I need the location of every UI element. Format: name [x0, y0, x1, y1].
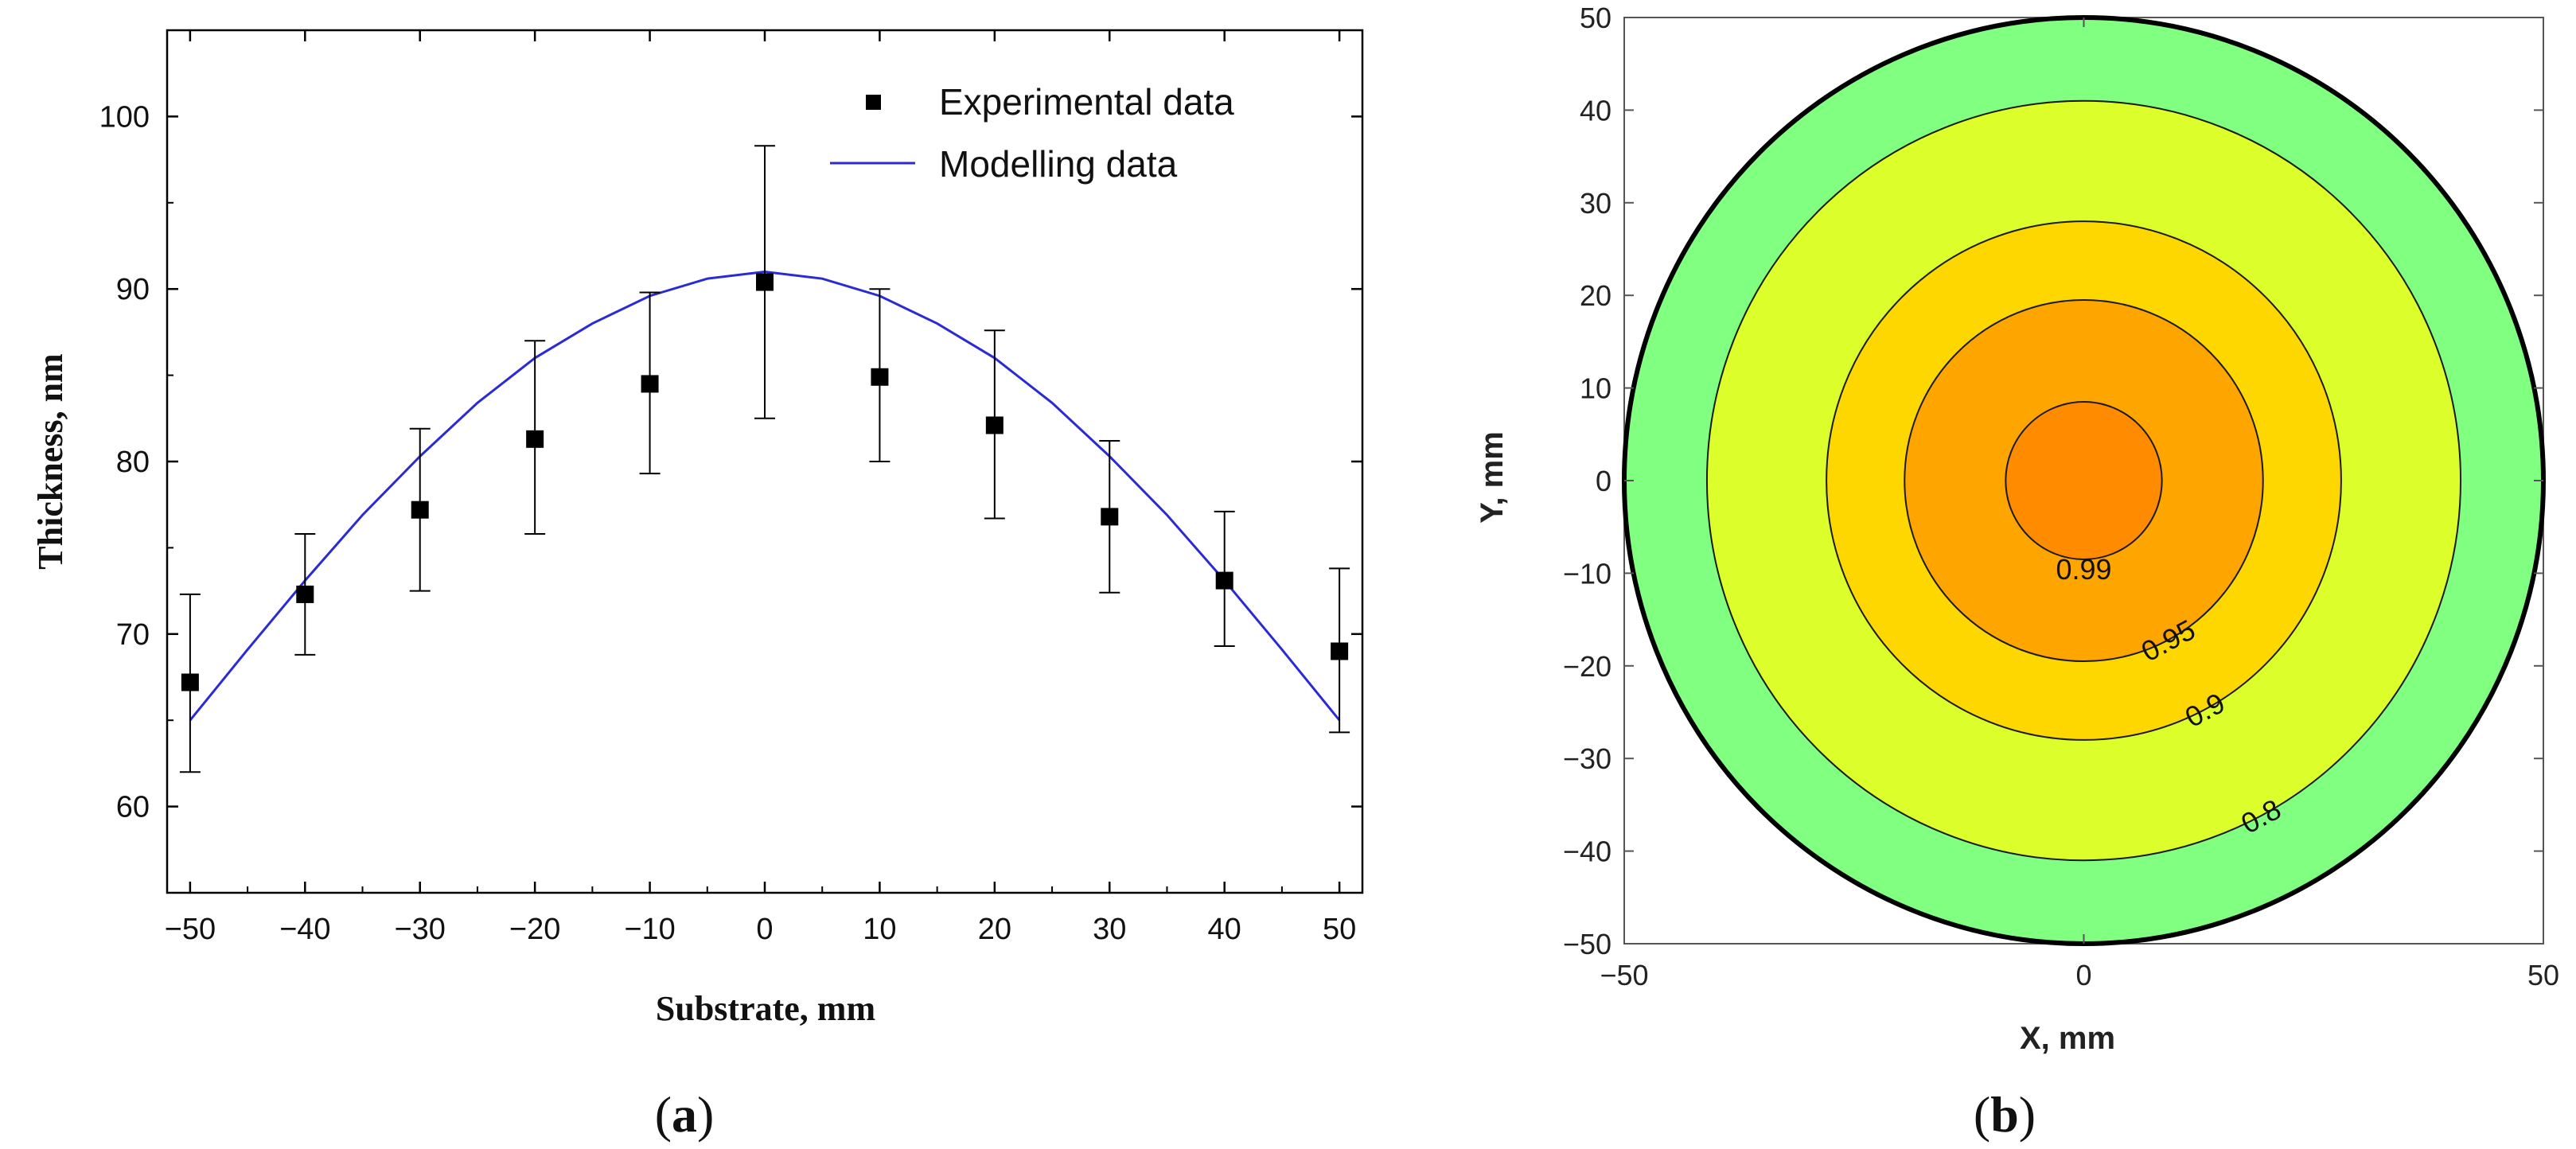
contour-bands	[1622, 15, 2546, 946]
y-tick-label: 70	[116, 618, 150, 652]
y-tick-label: 50	[1580, 2, 1611, 34]
panel-a-label: (a)	[655, 1086, 715, 1143]
experimental-point	[296, 585, 314, 603]
y-tick-label: −10	[1563, 557, 1611, 590]
contour-line	[2005, 401, 2163, 560]
x-tick-label: 50	[2527, 959, 2559, 991]
panel-b-label: (b)	[1974, 1086, 2036, 1143]
y-tick-label: −40	[1563, 835, 1611, 868]
x-tick-label: 50	[1323, 913, 1356, 946]
experimental-point	[871, 368, 889, 386]
contour-labels: 0.80.90.950.99	[2056, 553, 2286, 840]
y-tick-label: 20	[1580, 279, 1611, 312]
panel-b-x-axis-label: X, mm	[2020, 1021, 2115, 1056]
legend-marker-experimental	[866, 95, 881, 110]
y-tick-label: 30	[1580, 187, 1611, 220]
experimental-point	[1331, 642, 1349, 660]
experimental-point	[181, 673, 199, 691]
contour-level-label: 0.99	[2056, 553, 2111, 586]
x-tick-label: 20	[978, 913, 1011, 946]
panel-a-y-axis-label: Thickness, nm	[31, 353, 70, 569]
experimental-data-series	[179, 145, 1350, 773]
panel-a-label-letter: a	[672, 1086, 697, 1143]
x-tick-label: −20	[509, 913, 560, 946]
x-tick-label: 40	[1208, 913, 1241, 946]
x-tick-label: −50	[1600, 959, 1648, 991]
y-tick-label: −50	[1563, 928, 1611, 960]
x-tick-label: −40	[279, 913, 330, 946]
panel-b-y-axis-label: Y, mm	[1475, 431, 1510, 524]
panel-b-label-letter: b	[1990, 1086, 2019, 1143]
y-tick-label: 80	[116, 446, 150, 479]
x-tick-label: 0	[756, 913, 773, 946]
experimental-point	[641, 375, 659, 393]
x-tick-label: 30	[1093, 913, 1126, 946]
experimental-point	[985, 416, 1004, 434]
panel-a-legend: Experimental data Modelling data	[830, 81, 1234, 185]
y-tick-label: −30	[1563, 742, 1611, 775]
legend-label-modelling: Modelling data	[939, 143, 1178, 185]
panel-b-contour-map: 0.80.90.950.99 −50 0 50 50 40 30 20 10 0 −10 −20 −3…	[1475, 2, 2559, 1143]
y-tick-label: 100	[99, 100, 150, 134]
experimental-point	[526, 430, 544, 448]
x-tick-label: −50	[165, 913, 216, 946]
y-tick-label: 40	[1580, 94, 1611, 127]
x-tick-label: −30	[394, 913, 445, 946]
y-tick-label: 10	[1580, 372, 1611, 405]
panel-a-thickness-chart: −50 −40 −30 −20 −10 0 10 20 30 40 50 60 70 80 90 100 Ex…	[31, 29, 1364, 1143]
x-tick-label: 0	[2075, 959, 2091, 991]
legend-label-experimental: Experimental data	[939, 81, 1234, 123]
experimental-point	[411, 500, 429, 519]
experimental-point	[1101, 508, 1119, 526]
panel-a-x-axis-label: Substrate, mm	[656, 989, 875, 1028]
y-tick-label: −20	[1563, 650, 1611, 683]
y-tick-label: 0	[1596, 465, 1611, 497]
y-tick-label: 60	[116, 791, 150, 824]
experimental-point	[1215, 571, 1233, 590]
panel-a-ticks: −50 −40 −30 −20 −10 0 10 20 30 40 50 60 70 80 90 100	[99, 29, 1362, 946]
experimental-point	[756, 273, 774, 291]
x-tick-label: −10	[624, 913, 675, 946]
y-tick-label: 90	[116, 273, 150, 306]
panel-b-ticks: −50 0 50 50 40 30 20 10 0 −10 −20 −30 −40 −50	[1563, 2, 2559, 991]
x-tick-label: 10	[863, 913, 896, 946]
